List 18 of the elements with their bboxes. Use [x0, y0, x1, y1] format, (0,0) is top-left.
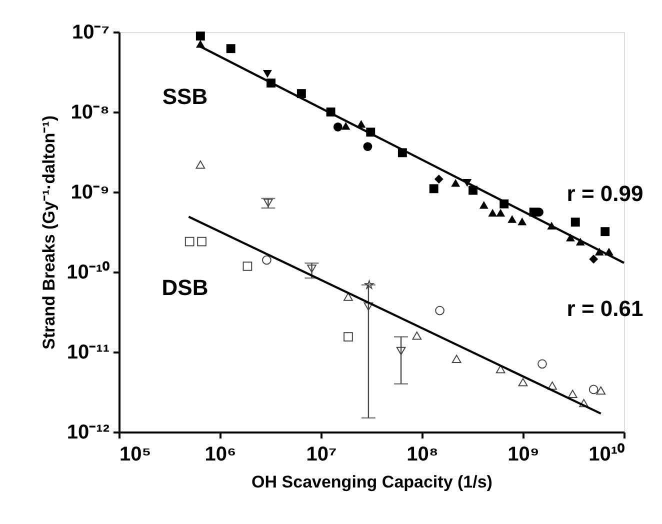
x-axis-title: OH Scavenging Capacity (1/s)	[252, 472, 492, 492]
annotation: DSB	[162, 275, 208, 300]
y-tick-label: 10⁻¹¹	[66, 342, 110, 364]
y-axis-title: Strand Breaks (Gy⁻¹·dalton⁻¹)	[40, 116, 59, 350]
annotation: SSB	[162, 84, 208, 109]
annotation: r = 0.99	[566, 181, 644, 206]
x-tick-label: 10⁹	[508, 444, 540, 466]
y-tick-label: 10⁻¹⁰	[66, 260, 110, 284]
annotation: r = 0.61	[566, 296, 644, 321]
y-tick-label: 10⁻¹²	[66, 422, 110, 444]
x-tick-label: 10⁸	[406, 444, 438, 466]
x-tick-label: 10⁶	[204, 444, 236, 466]
y-tick-label: 10⁻⁸	[70, 102, 110, 124]
x-tick-label: 10⁷	[306, 444, 337, 466]
y-tick-label: 10⁻⁹	[70, 182, 110, 204]
x-tick-label: 10⁵	[120, 444, 152, 466]
x-tick-label: 10¹⁰	[588, 442, 624, 466]
y-tick-label: 10⁻⁷	[72, 22, 110, 44]
